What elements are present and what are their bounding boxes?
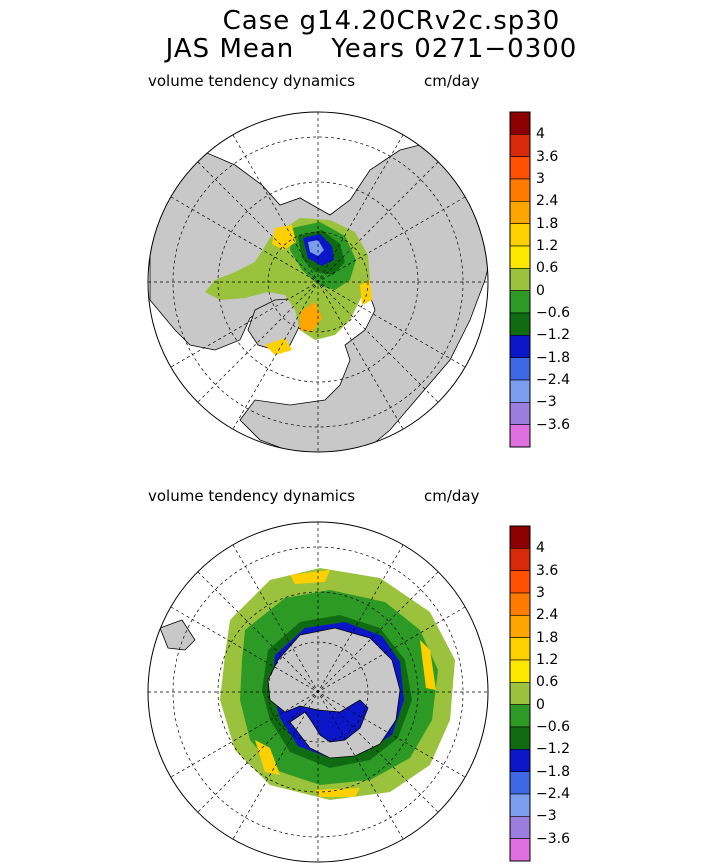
south-field-yellow-2 [290, 570, 330, 584]
colorbar-south-tick-label: −3 [536, 808, 557, 825]
colorbar-north-cell [509, 402, 531, 425]
colorbar-north-cell [509, 111, 531, 135]
colorbar-north-cell [509, 357, 531, 381]
south-field-yellow-1 [255, 740, 280, 775]
south-field-yellow-3 [420, 640, 436, 690]
colorbar-south-cell [509, 548, 531, 571]
colorbar-north-cell [509, 201, 531, 224]
south-graticule [148, 522, 488, 862]
colorbar-south-tick-label: 3.6 [536, 562, 559, 579]
colorbar-north-cell [509, 223, 531, 247]
colorbar-north [509, 111, 531, 448]
colorbar-north-tick-label: 1.8 [536, 215, 559, 232]
colorbar-south-tick-label: 0 [536, 696, 545, 713]
colorbar-south [509, 525, 531, 862]
colorbar-south-tick-label: −3.6 [536, 830, 570, 847]
colorbar-south-cell [509, 749, 531, 772]
colorbar-north-cell [509, 245, 531, 269]
colorbar-north-cell [509, 379, 531, 403]
colorbar-south-cell [509, 659, 531, 683]
colorbar-north-cell [509, 312, 531, 336]
land-south-america [159, 619, 196, 651]
south-polar-map [148, 522, 488, 862]
colorbar-north-tick-label: 1.2 [536, 238, 559, 254]
colorbar-north-tick-label: 2.4 [536, 193, 559, 210]
colorbar-south-tick-label: 1.2 [536, 652, 559, 668]
colorbar-north-tick-label: −1.2 [536, 327, 570, 344]
colorbar-south-tick-label: 0.6 [536, 674, 559, 691]
figure-title-period: JAS Mean Years 0271−0300 [165, 34, 578, 64]
north-field-yellow-3 [265, 338, 292, 355]
colorbar-north-cell [509, 268, 531, 291]
colorbar-south-cell [509, 637, 531, 661]
north-map-border [147, 111, 489, 453]
colorbar-north-cell [509, 424, 531, 448]
colorbar-south-cell [509, 615, 531, 638]
colorbar-south-cell [509, 793, 531, 817]
colorbar-north-tick-label: 3.6 [536, 148, 559, 165]
colorbar-north-tick-label: −0.6 [536, 305, 570, 321]
colorbar-north-cell [509, 134, 531, 157]
colorbar-south-tick-label: 1.8 [536, 629, 559, 646]
colorbar-south-cell [509, 570, 531, 594]
panel-units-south: cm/day [424, 487, 480, 505]
colorbar-south-cell [509, 592, 531, 616]
north-graticule [148, 112, 488, 452]
colorbar-north-tick-label: 3 [536, 171, 545, 187]
colorbar-south-cell [509, 771, 531, 795]
colorbar-south-cell [509, 838, 531, 862]
colorbar-south-frame [509, 525, 531, 862]
colorbar-south-tick-label: 4 [536, 540, 545, 557]
colorbar-north-tick-label: −2.4 [536, 372, 570, 388]
colorbar-south-tick-label: −1.2 [536, 741, 570, 758]
colorbar-south-tick-label: −1.8 [536, 763, 570, 780]
panel-title-south: volume tendency dynamics [148, 487, 356, 505]
panel-units-north: cm/day [424, 72, 480, 90]
colorbar-north-cell [509, 156, 531, 180]
north-field-lightblue [308, 240, 324, 256]
north-field-yellow-4 [360, 280, 372, 305]
colorbar-north-tick-label: 4 [536, 126, 545, 143]
colorbar-north-tick-label: −1.8 [536, 349, 570, 366]
north-field-yellow-1 [272, 225, 296, 250]
colorbar-south-cell [509, 726, 531, 750]
south-field-yellow-4 [315, 788, 360, 797]
figure-title-case: Case g14.20CRv2c.sp30 [222, 6, 561, 36]
colorbar-south-tick-label: 2.4 [536, 607, 559, 624]
colorbar-north-cell [509, 178, 531, 202]
colorbar-south-tick-label: 3 [536, 585, 545, 601]
colorbar-north-tick-label: 0 [536, 282, 545, 299]
colorbar-north-tick-label: −3.6 [536, 416, 570, 433]
colorbar-north-cell [509, 335, 531, 358]
south-map-border [147, 521, 489, 863]
colorbar-south-cell [509, 816, 531, 839]
north-field-yellow-2 [300, 302, 322, 332]
colorbar-north-tick-label: 0.6 [536, 260, 559, 277]
colorbar-south-cell [509, 682, 531, 705]
colorbar-south-tick-label: −2.4 [536, 786, 570, 802]
colorbar-north-frame [509, 111, 531, 448]
north-polar-map [148, 112, 488, 452]
colorbar-south-tick-label: −0.6 [536, 719, 570, 735]
colorbar-north-tick-label: −3 [536, 394, 557, 411]
colorbar-south-cell [509, 525, 531, 549]
panel-title-north: volume tendency dynamics [148, 72, 356, 90]
colorbar-south-cell [509, 704, 531, 728]
colorbar-north-cell [509, 290, 531, 314]
